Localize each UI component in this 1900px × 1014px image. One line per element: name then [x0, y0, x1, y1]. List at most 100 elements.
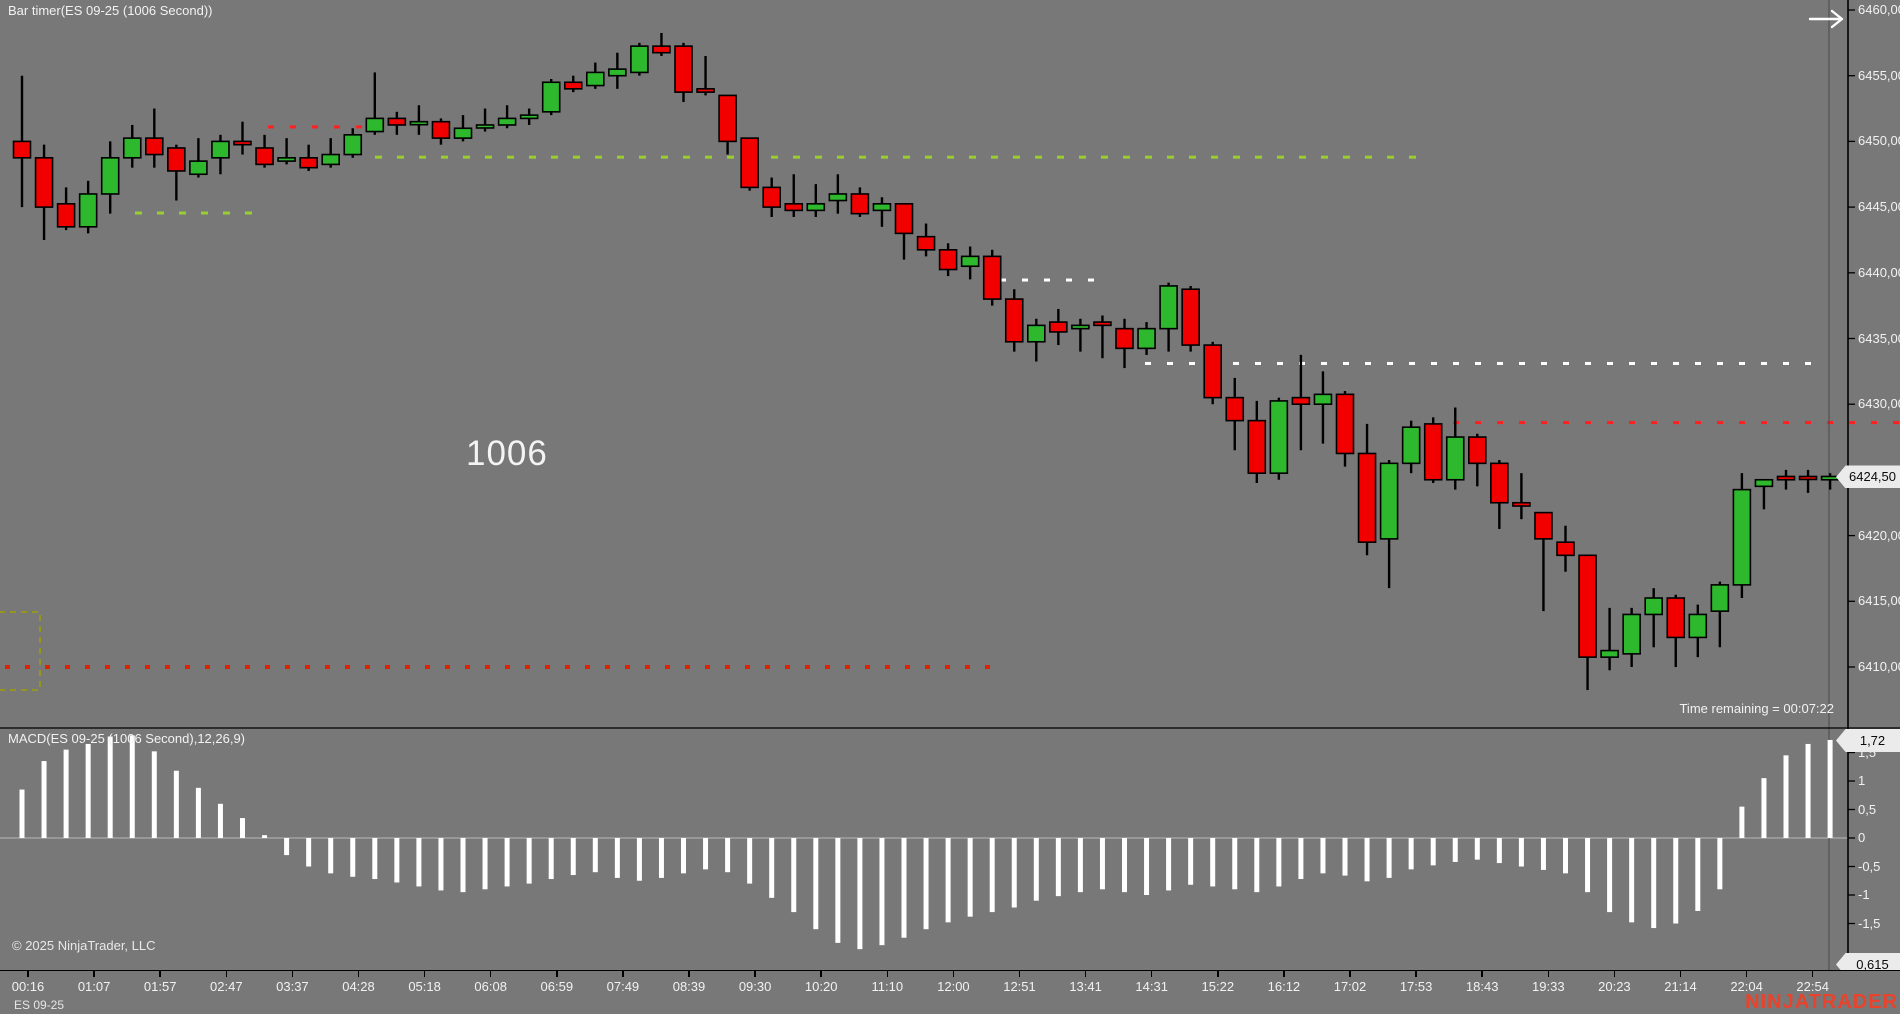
- dotted-level-red-short: [312, 125, 318, 129]
- candle-down: [1534, 511, 1553, 540]
- dotted-level-green-long: [441, 155, 448, 159]
- dotted-level-white-long: [1739, 361, 1745, 365]
- dotted-level-green-long: [595, 155, 602, 159]
- dotted-level-white-long: [1563, 361, 1569, 365]
- dotted-level-white-long: [1475, 361, 1481, 365]
- candle-down: [1666, 597, 1686, 639]
- candle-down: [916, 235, 936, 251]
- candle-down: [1776, 475, 1796, 481]
- macd-histogram-bar: [1342, 838, 1348, 876]
- dotted-level-red-bottom: [325, 665, 330, 669]
- macd-histogram-bar: [1805, 743, 1811, 838]
- macd-histogram-bar: [526, 838, 532, 884]
- macd-axis-label: -1: [1858, 887, 1870, 902]
- dotted-level-green-long: [617, 155, 624, 159]
- macd-histogram-bar: [1585, 838, 1591, 893]
- time-axis-tick: [1745, 971, 1748, 977]
- scroll-to-end-arrow-icon[interactable]: [1808, 9, 1844, 29]
- time-axis-label: 07:49: [606, 979, 640, 994]
- macd-histogram-bar: [19, 789, 25, 838]
- dotted-level-red-bottom: [645, 665, 650, 669]
- dotted-level-green-long: [1211, 155, 1218, 159]
- dotted-level-green-long: [991, 155, 998, 159]
- macd-histogram-bar: [835, 838, 841, 943]
- macd-histogram-bar: [1783, 755, 1789, 838]
- time-axis-label: 01:57: [143, 979, 177, 994]
- price-axis-label: 6420,00: [1858, 527, 1900, 543]
- candle-down: [563, 81, 583, 90]
- dotted-level-green-long: [573, 155, 580, 159]
- dotted-level-red-long: [1717, 421, 1723, 425]
- candle-up: [343, 134, 363, 156]
- yellow-dashed-region: [0, 611, 41, 691]
- instrument-tab[interactable]: ES 09-25: [14, 998, 65, 1012]
- dotted-level-red-long: [1519, 421, 1525, 425]
- dotted-level-white-short: [1066, 278, 1072, 282]
- price-axis-label: 6435,00: [1858, 330, 1900, 346]
- time-axis-label: 00:16: [11, 979, 45, 994]
- candle-down: [1049, 321, 1068, 333]
- dotted-level-red-bottom: [805, 665, 810, 669]
- macd-histogram-bar: [195, 787, 201, 838]
- candle-down: [1225, 396, 1245, 422]
- macd-histogram-bar: [372, 838, 378, 880]
- dotted-level-white-long: [1519, 361, 1525, 365]
- dotted-level-red-bottom: [185, 665, 190, 669]
- candle-down: [1512, 501, 1531, 507]
- time-axis-label: 17:53: [1399, 979, 1433, 994]
- macd-histogram-bar: [901, 838, 907, 938]
- candle-down: [1578, 554, 1597, 658]
- macd-histogram-bar: [460, 838, 466, 893]
- macd-histogram-bar: [173, 770, 179, 838]
- dotted-level-green-long: [1343, 155, 1350, 159]
- dotted-level-red-bottom: [785, 665, 790, 669]
- last-price-badge: 6424,50: [1836, 465, 1900, 489]
- dotted-level-green-long: [661, 155, 668, 159]
- dotted-level-green-long: [705, 155, 712, 159]
- macd-indicator-label: MACD(ES 09-25 (1006 Second),12,26,9): [8, 731, 246, 746]
- time-axis-label: 12:51: [1003, 979, 1036, 994]
- candle-down: [12, 140, 32, 159]
- dotted-level-green-long: [1387, 155, 1394, 159]
- dotted-level-red-long: [1805, 421, 1811, 425]
- dotted-level-green-long: [1101, 155, 1108, 159]
- macd-histogram-bar: [394, 838, 400, 883]
- candle-up: [100, 157, 120, 195]
- macd-histogram-bar: [1518, 838, 1524, 867]
- time-axis-tick: [754, 971, 756, 977]
- candle-down: [56, 203, 76, 228]
- dotted-level-green-long: [507, 155, 514, 159]
- dotted-level-red-long: [1761, 421, 1767, 425]
- time-axis-tick: [357, 971, 360, 977]
- macd-histogram-bar: [240, 818, 245, 838]
- dotted-level-green-long: [1013, 155, 1020, 159]
- dotted-level-green-short: [201, 211, 208, 215]
- macd-histogram-bar: [592, 838, 598, 873]
- dotted-level-red-long: [1739, 421, 1745, 425]
- time-axis-tick: [159, 971, 161, 977]
- time-axis[interactable]: 00:16 01:07 01:57 02:47 03:37 04:28 05:18 06:08…: [0, 970, 1900, 1014]
- dotted-level-green-long: [1079, 155, 1086, 159]
- time-axis-tick: [1150, 971, 1153, 977]
- dotted-level-white-short: [1000, 278, 1006, 282]
- dotted-level-green-long: [683, 155, 690, 159]
- time-axis-label: 10:20: [804, 979, 838, 994]
- price-axis-label: 6450,00: [1858, 133, 1900, 149]
- dotted-level-green-long: [1409, 155, 1416, 159]
- dotted-level-red-bottom: [245, 665, 250, 669]
- dotted-level-white-long: [1343, 361, 1349, 365]
- macd-histogram-bar: [1739, 806, 1745, 838]
- dotted-level-white-long: [1497, 361, 1503, 365]
- dotted-level-red-bottom: [45, 665, 50, 669]
- time-axis-tick: [952, 971, 955, 977]
- macd-histogram-bar: [1055, 838, 1061, 897]
- dotted-level-red-bottom: [945, 665, 950, 669]
- candle-up: [828, 193, 848, 202]
- dotted-level-red-bottom: [985, 665, 990, 669]
- dotted-level-green-long: [859, 155, 866, 159]
- time-axis-label: 22:04: [1730, 979, 1763, 994]
- dotted-level-green-long: [639, 155, 646, 159]
- candle-down: [696, 88, 715, 93]
- ninjatrader-logo: NINJATRADER: [1745, 991, 1898, 1013]
